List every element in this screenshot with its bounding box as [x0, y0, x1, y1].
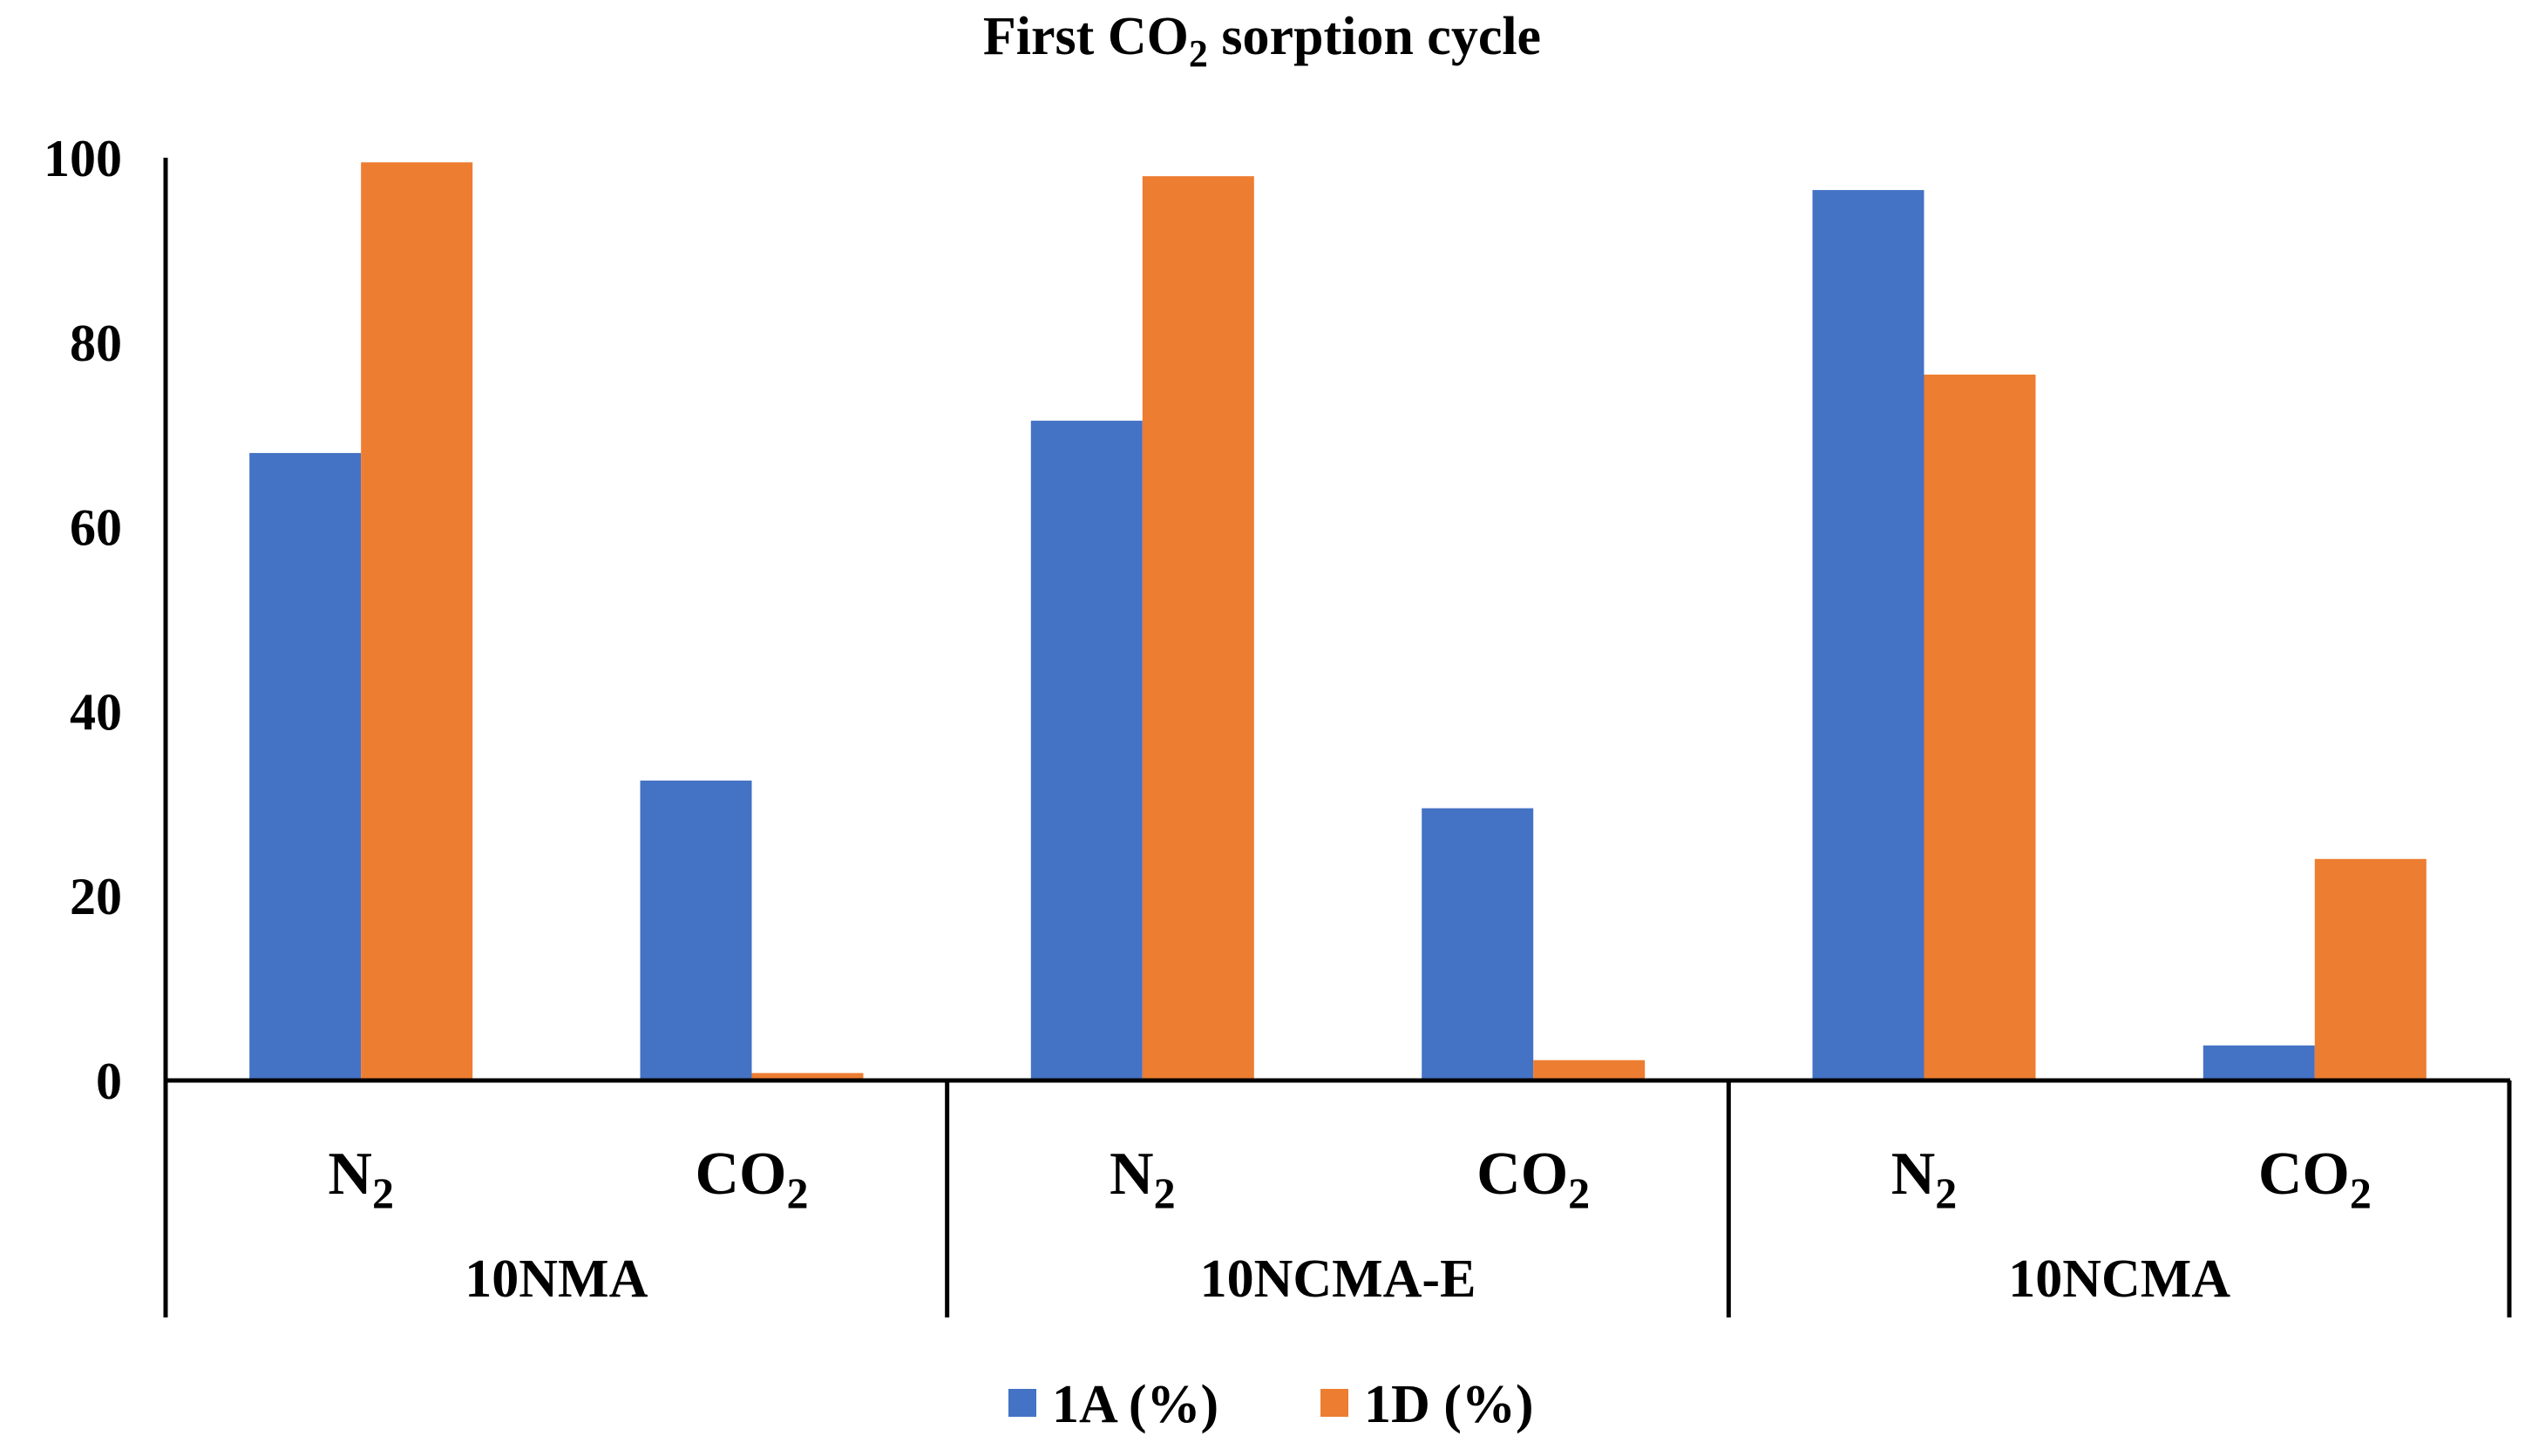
category-label: CO2 — [1476, 1141, 1590, 1217]
chart-title-text: First CO2 sorption cycle — [983, 7, 1541, 75]
legend-label-1d: 1D (%) — [1364, 1375, 1534, 1434]
legend-swatch-1a — [1008, 1389, 1036, 1417]
bar-1a — [640, 780, 752, 1080]
group-label: 10NMA — [465, 1249, 648, 1309]
y-axis-ticks: 0 20 40 60 80 100 — [44, 130, 122, 1110]
y-tick-label: 20 — [70, 868, 122, 925]
bar-1a — [1812, 190, 1924, 1081]
bar-1d — [1142, 176, 1254, 1081]
y-tick-label: 0 — [96, 1053, 122, 1110]
category-label: CO2 — [696, 1141, 809, 1217]
y-tick-label: 80 — [70, 315, 122, 372]
bar-1a — [1422, 808, 1534, 1080]
bars — [249, 162, 2427, 1081]
bar-1d — [2314, 858, 2427, 1080]
bar-1a — [249, 452, 362, 1080]
bar-1d — [751, 1073, 864, 1080]
bar-1a — [1030, 420, 1143, 1080]
axes — [163, 158, 2512, 1317]
y-tick-label: 100 — [44, 130, 122, 187]
bar-1d — [1924, 374, 2036, 1080]
bar-1d — [1533, 1060, 1646, 1080]
group-label: 10NCMA-E — [1200, 1249, 1476, 1309]
legend: 1A (%) 1D (%) — [1008, 1375, 1534, 1434]
legend-label-1a: 1A (%) — [1052, 1375, 1218, 1434]
y-tick-label: 40 — [70, 683, 122, 741]
category-label: CO2 — [2258, 1141, 2372, 1217]
category-label: N2 — [328, 1141, 394, 1217]
y-tick-label: 60 — [70, 499, 122, 557]
chart-title: First CO2 sorption cycle — [983, 7, 1541, 75]
legend-swatch-1d — [1320, 1389, 1348, 1417]
bar-1d — [361, 162, 473, 1080]
category-label: N2 — [1110, 1141, 1176, 1217]
bar-1a — [2203, 1045, 2315, 1080]
group-label: 10NCMA — [2008, 1249, 2230, 1309]
category-label: N2 — [1891, 1141, 1958, 1217]
